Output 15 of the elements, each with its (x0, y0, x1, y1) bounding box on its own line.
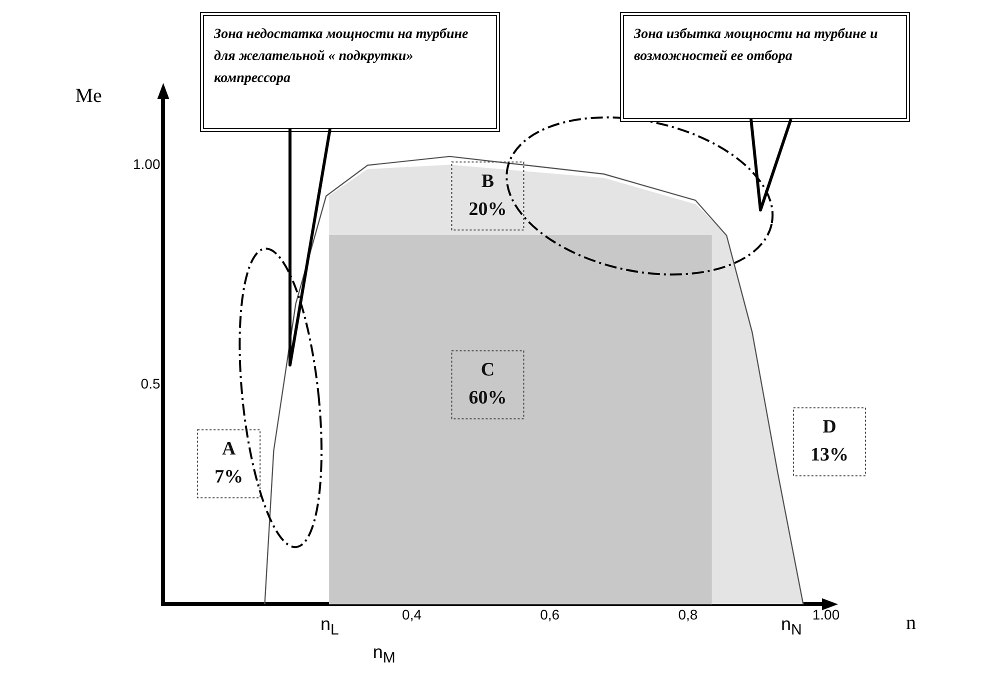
annotation: n$_{L}$ (320, 614, 339, 639)
y-tick-label: 0.5 (140, 376, 160, 392)
x-tick-label: 0,6 (540, 606, 560, 622)
y-axis-title: Me (75, 85, 102, 108)
annotation: A 7% (214, 438, 244, 488)
x-axis-title: n (906, 612, 916, 636)
annotation: D 13% (810, 416, 848, 466)
annotation: n$_{N}$ (781, 614, 802, 639)
x-tick-label: 0,8 (678, 606, 698, 622)
annotation: B 20% (468, 170, 507, 220)
x-tick-label: 1.00 (812, 606, 840, 622)
x-tick-label: 0,4 (402, 606, 422, 622)
annotation: n$_{M}$ (372, 642, 396, 667)
annotation: C 60% (468, 360, 507, 409)
text: Зона недостатка мощности на турбине для желательной « подкрутки» компрессора (200, 12, 500, 132)
